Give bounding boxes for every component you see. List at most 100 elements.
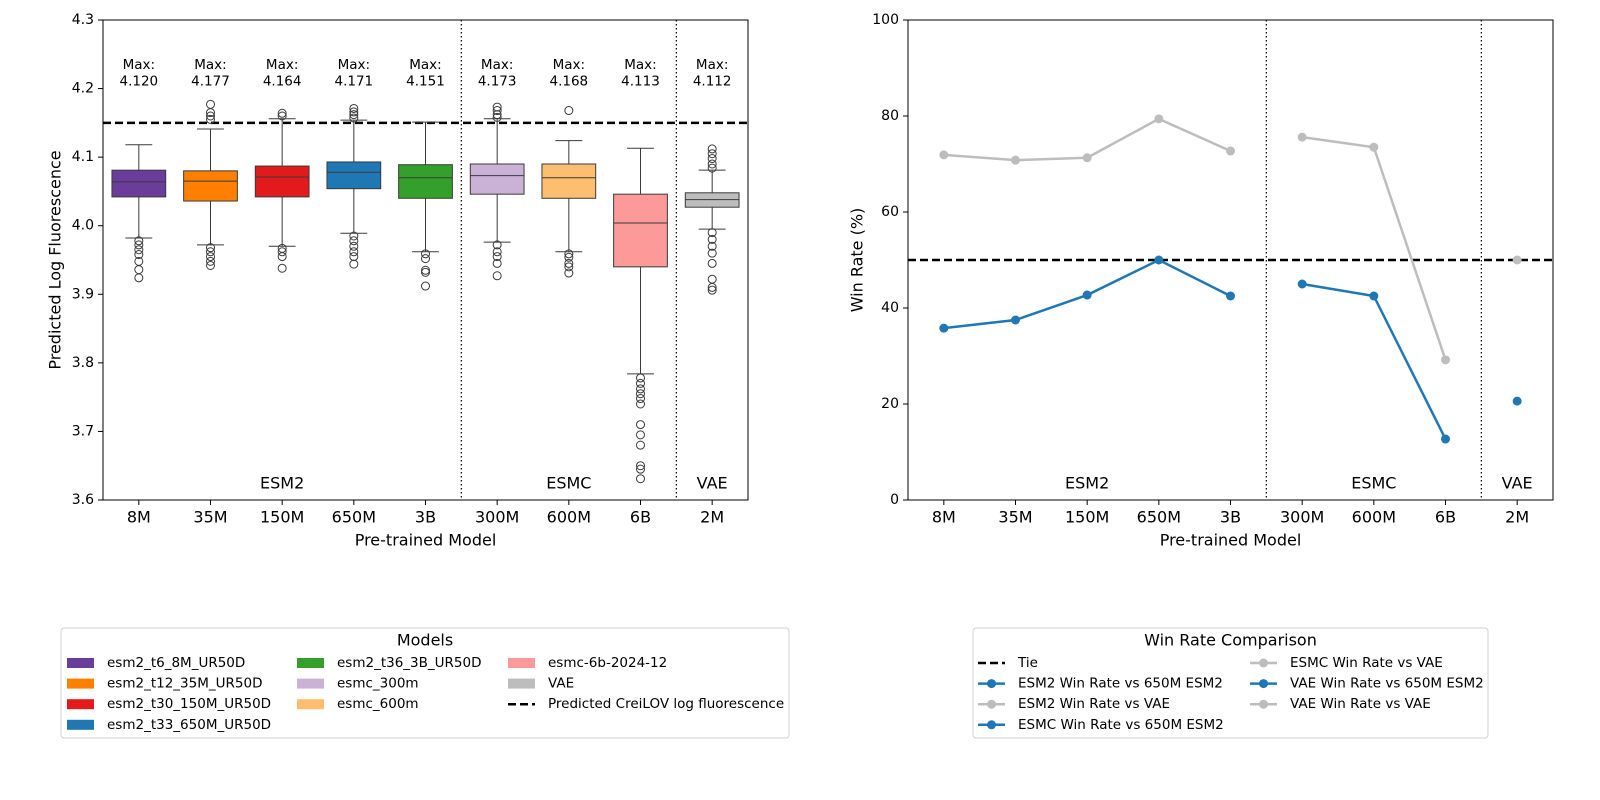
annotation-line: Max: [266,57,298,73]
annotation-line: Max: [123,57,155,73]
legend-swatch [297,658,324,668]
outlier [349,107,359,117]
outlier [277,252,287,262]
legend-label: Predicted CreiLOV log fluorescence [548,696,784,712]
max-annotation: Max: 4.151 [406,57,445,90]
x-tick-label: 600M [547,508,591,527]
annotation-line: 4.177 [191,74,230,90]
series-marker [1082,153,1092,163]
annotation-line: 4.168 [550,74,589,90]
annotation-line: Max: [696,57,728,73]
x-tick-label: 6B [630,508,651,527]
outlier [564,268,574,278]
legend-swatch [67,658,94,668]
annotation-line: Max: [409,57,441,73]
box [111,169,167,198]
group-label: ESM2 [260,474,304,493]
outlier [707,285,717,295]
series-marker [1154,114,1164,124]
max-annotation: Max: 4.173 [478,57,517,90]
outlier [492,106,502,116]
outlier [349,110,359,120]
y-axis-label: Win Rate (%) [848,208,867,313]
x-tick-label: 2M [700,508,724,527]
outlier [636,464,645,474]
outlier [421,265,430,275]
annotation-line: 4.173 [478,74,517,90]
annotation-line: 4.164 [263,74,302,90]
annotation-line: 4.120 [120,74,159,90]
max-annotation: Max: 4.120 [120,57,159,90]
box [254,165,310,198]
legend-label: esmc_300m [337,676,419,692]
annotation-line: Max: [194,57,226,73]
outlier [636,430,645,440]
outlier [492,112,502,122]
outlier [707,282,717,292]
legend-swatch [508,678,535,689]
outlier [636,399,645,409]
y-tick-label: 20 [881,396,899,412]
outlier [564,249,574,259]
legend-marker [987,699,996,709]
annotation-line: 4.112 [693,74,732,90]
outlier [277,108,287,118]
box [326,161,382,190]
x-tick-label: 650M [332,508,376,527]
legend-label: esm2_t6_8M_UR50D [107,655,245,671]
outlier [707,258,717,268]
outlier [349,259,359,269]
series-marker [1512,396,1522,406]
legend-label: ESM2 Win Rate vs 650M ESM2 [1018,676,1223,692]
max-annotation: Max: 4.171 [335,57,374,90]
series-marker [1011,155,1020,165]
group-label: VAE [1502,474,1533,493]
outlier [349,236,359,246]
series-marker [1154,255,1164,265]
outlier [349,241,359,251]
box [398,164,453,199]
series-marker [1441,434,1450,444]
outlier [636,474,645,484]
y-tick-label: 4.2 [72,81,94,97]
outlier [134,236,144,246]
legend-label: esm2_t30_150M_UR50D [107,696,271,712]
y-axis-label: Predicted Log Fluorescence [46,150,65,369]
outlier [349,252,359,262]
outlier [636,420,645,430]
outlier [277,263,287,273]
x-tick-label: 150M [1065,508,1109,527]
legend-marker [987,679,996,689]
series-marker [1297,279,1307,289]
outlier [134,240,144,250]
outlier [707,154,717,164]
group-label: ESMC [1351,474,1396,493]
outlier [636,378,645,388]
outlier [707,274,717,284]
outlier [206,260,215,270]
outlier [349,103,359,113]
outlier [492,110,502,120]
legend-swatch [297,699,324,710]
x-tick-label: 600M [1352,508,1396,527]
x-tick-label: 8M [932,508,956,527]
outlier [564,106,574,116]
annotation-line: Max: [553,57,585,73]
x-axis-label: Pre-trained Model [355,531,497,550]
legend-label: esmc-6b-2024-12 [548,655,667,671]
annotation-line: 4.171 [335,74,374,90]
box [183,170,238,202]
y-tick-label: 3.7 [72,423,94,439]
y-tick-label: 40 [881,300,899,316]
series-marker [939,150,949,160]
plot-frame [102,19,749,501]
x-tick-label: 35M [998,508,1032,527]
box [469,163,525,195]
outlier [206,247,215,257]
group-label: ESM2 [1065,474,1109,493]
outlier [636,461,645,471]
legend-label: VAE Win Rate vs 650M ESM2 [1290,676,1484,692]
x-tick-label: 150M [260,508,304,527]
group-label: VAE [697,474,728,493]
outlier [492,247,502,257]
